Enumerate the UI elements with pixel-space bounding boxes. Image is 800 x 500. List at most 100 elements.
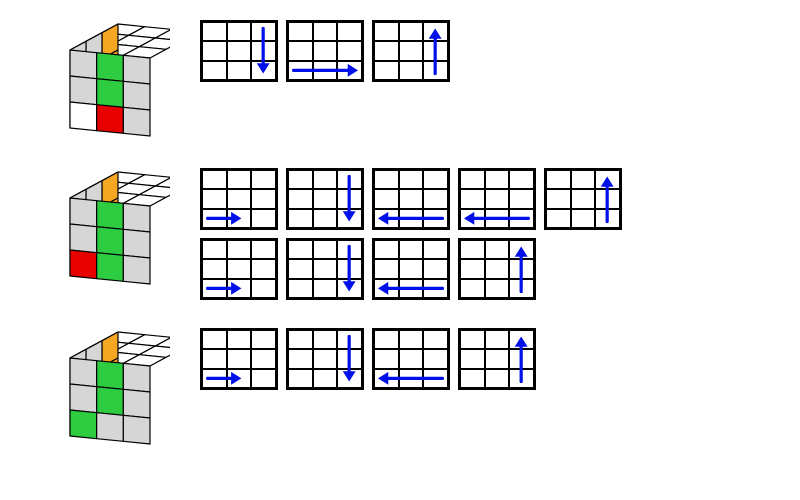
move-tile — [200, 20, 278, 82]
move-cell — [374, 170, 399, 189]
algorithm-row — [30, 168, 770, 300]
move-cell — [485, 349, 510, 368]
move-cell — [313, 259, 338, 278]
move-cell — [399, 41, 424, 60]
move-cell — [374, 22, 399, 41]
move-cell — [374, 209, 399, 228]
move-cell — [509, 209, 534, 228]
move-tile — [372, 328, 450, 390]
move-cell — [423, 209, 448, 228]
rubiks-cube — [30, 328, 170, 448]
move-cell — [313, 209, 338, 228]
move-cell — [423, 41, 448, 60]
move-cell — [485, 259, 510, 278]
move-cell — [288, 170, 313, 189]
cube-state — [30, 168, 200, 288]
move-cell — [374, 240, 399, 259]
move-tile — [200, 168, 278, 230]
move-cell — [251, 330, 276, 349]
move-tile — [458, 168, 536, 230]
move-cell — [546, 170, 571, 189]
cube-state — [30, 328, 200, 448]
move-cell — [485, 189, 510, 208]
move-cell — [423, 22, 448, 41]
move-cell — [227, 209, 252, 228]
move-cell — [399, 259, 424, 278]
move-cell — [337, 369, 362, 388]
move-tile — [200, 328, 278, 390]
move-cell — [227, 369, 252, 388]
move-cell — [251, 209, 276, 228]
move-cell — [423, 61, 448, 80]
move-tile — [544, 168, 622, 230]
move-cell — [337, 349, 362, 368]
move-cell — [509, 189, 534, 208]
move-sequence — [200, 168, 630, 300]
move-cell — [337, 279, 362, 298]
move-cell — [251, 349, 276, 368]
move-cell — [313, 41, 338, 60]
move-tile — [200, 238, 278, 300]
move-cell — [337, 259, 362, 278]
move-cell — [399, 209, 424, 228]
move-cell — [202, 369, 227, 388]
move-cell — [423, 369, 448, 388]
move-cell — [202, 22, 227, 41]
move-cell — [288, 41, 313, 60]
move-cell — [509, 240, 534, 259]
move-tile — [458, 238, 536, 300]
move-cell — [313, 61, 338, 80]
move-cell — [313, 22, 338, 41]
move-cell — [485, 369, 510, 388]
move-cell — [288, 240, 313, 259]
move-cell — [313, 240, 338, 259]
move-cell — [571, 209, 596, 228]
move-tile — [372, 20, 450, 82]
move-cell — [288, 349, 313, 368]
move-cell — [251, 279, 276, 298]
algorithm-row — [30, 328, 770, 448]
move-cell — [374, 279, 399, 298]
move-cell — [288, 369, 313, 388]
move-cell — [423, 279, 448, 298]
move-cell — [313, 369, 338, 388]
move-cell — [399, 189, 424, 208]
move-cell — [485, 279, 510, 298]
move-cell — [227, 61, 252, 80]
move-cell — [202, 41, 227, 60]
move-cell — [227, 330, 252, 349]
move-cell — [288, 22, 313, 41]
move-cell — [288, 279, 313, 298]
move-cell — [227, 349, 252, 368]
move-cell — [485, 240, 510, 259]
move-cell — [460, 369, 485, 388]
move-cell — [251, 170, 276, 189]
rubiks-cube — [30, 20, 170, 140]
move-cell — [313, 170, 338, 189]
move-cell — [460, 330, 485, 349]
move-cell — [227, 279, 252, 298]
move-cell — [202, 170, 227, 189]
move-cell — [595, 189, 620, 208]
move-cell — [399, 240, 424, 259]
move-cell — [374, 369, 399, 388]
move-cell — [460, 170, 485, 189]
move-cell — [460, 279, 485, 298]
move-sequence — [200, 20, 450, 82]
move-cell — [251, 22, 276, 41]
move-cell — [337, 330, 362, 349]
move-cell — [337, 61, 362, 80]
move-cell — [485, 170, 510, 189]
move-cell — [509, 330, 534, 349]
move-cell — [313, 330, 338, 349]
move-cell — [399, 279, 424, 298]
move-cell — [374, 189, 399, 208]
move-cell — [595, 170, 620, 189]
move-cell — [227, 259, 252, 278]
move-cell — [509, 170, 534, 189]
move-cell — [337, 170, 362, 189]
move-cell — [313, 279, 338, 298]
move-tile — [372, 238, 450, 300]
move-sequence — [200, 328, 536, 390]
move-cell — [460, 209, 485, 228]
